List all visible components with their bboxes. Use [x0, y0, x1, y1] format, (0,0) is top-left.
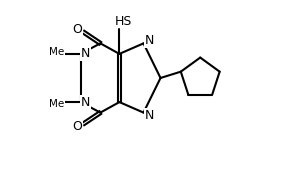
Text: O: O: [72, 23, 82, 36]
Text: Me: Me: [49, 98, 64, 108]
Text: N: N: [145, 109, 154, 122]
Text: N: N: [81, 47, 90, 60]
Text: N: N: [145, 34, 154, 47]
Text: Me: Me: [49, 48, 64, 57]
Text: N: N: [81, 96, 90, 109]
Text: O: O: [72, 120, 82, 133]
Text: HS: HS: [115, 15, 132, 28]
